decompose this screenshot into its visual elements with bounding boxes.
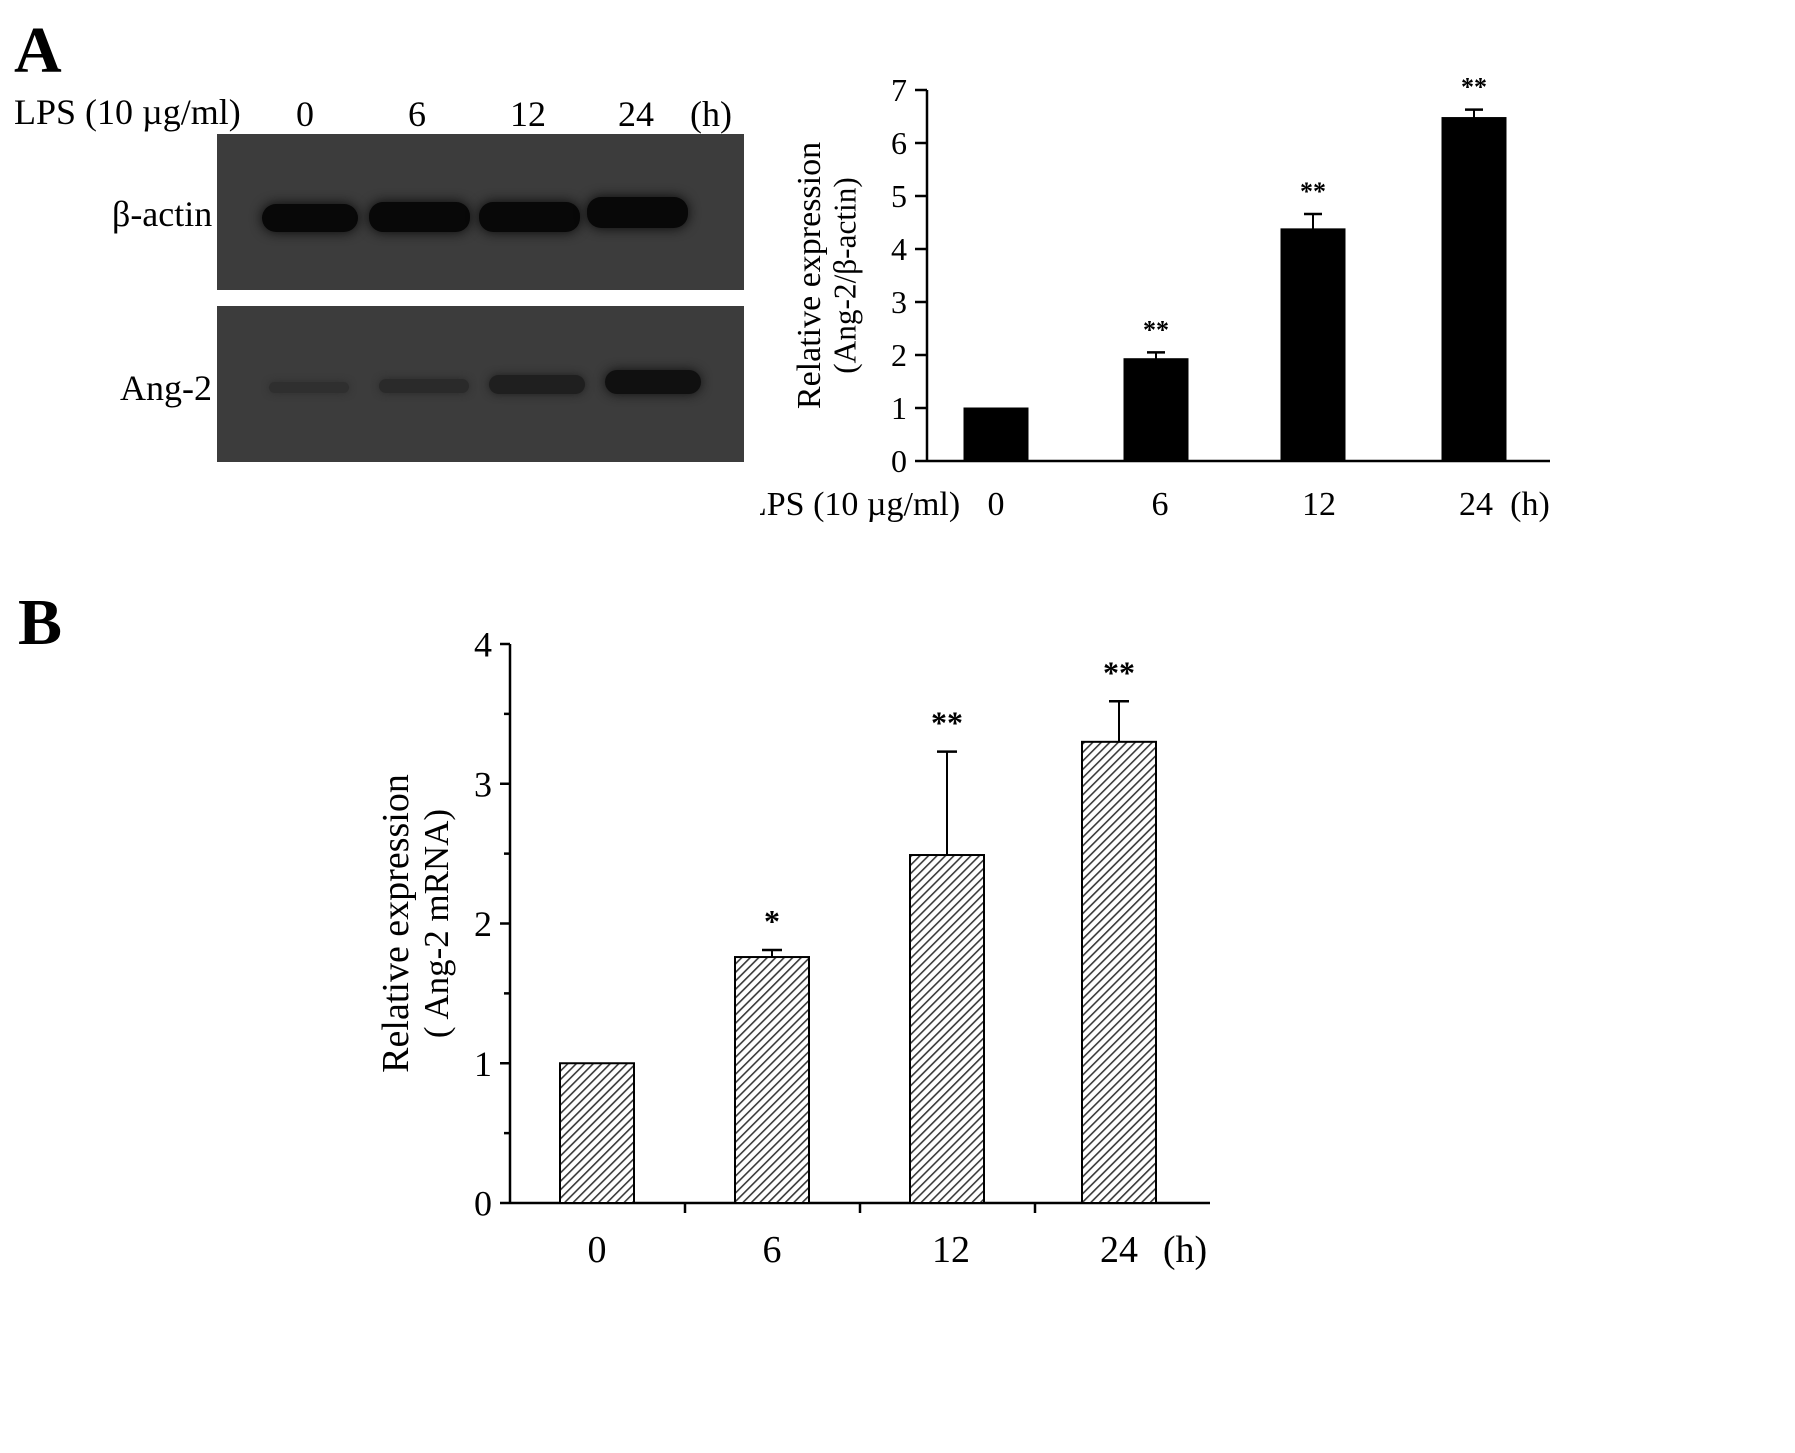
x-tick-label: 6	[763, 1229, 782, 1271]
y-axis-label-group: Relative expression (Ang-2/β-actin)	[791, 142, 863, 409]
y-axis-label: Relative expression	[375, 774, 417, 1073]
blot-time-unit: (h)	[690, 94, 732, 134]
y-tick-label: 2	[891, 337, 907, 373]
blot-band	[605, 370, 701, 394]
x-tick-label: 24	[1100, 1229, 1138, 1271]
x-unit-label: (h)	[1163, 1229, 1207, 1271]
x-tick-label: 0	[988, 486, 1005, 523]
blot-band	[587, 197, 688, 228]
bar	[1280, 228, 1346, 462]
x-tick-label: 24	[1459, 486, 1493, 523]
blot-band	[379, 379, 469, 393]
y-tick-label: 2	[474, 904, 492, 944]
y-tick-label: 4	[474, 625, 492, 665]
y-axis-label: Relative expression	[791, 142, 828, 409]
x-tick-label: 12	[1302, 486, 1336, 523]
blot-treatment-label: LPS (10 µg/ml)	[14, 92, 241, 132]
y-tick-label: 5	[891, 178, 907, 214]
panel-b-letter: B	[18, 586, 63, 659]
significance-marker: **	[1143, 315, 1169, 344]
blot-time-label: 24	[618, 94, 654, 134]
y-tick-label: 3	[474, 764, 492, 804]
bar	[963, 407, 1029, 462]
significance-marker: **	[1103, 654, 1135, 690]
blot-time-label: 0	[296, 94, 314, 134]
blot-time-label: 12	[510, 94, 546, 134]
y-tick-label: 3	[891, 284, 907, 320]
blot-band	[369, 202, 470, 232]
blot-band	[479, 202, 580, 232]
blot-band	[262, 204, 358, 232]
y-axis-label-sub: ( Ang-2 mRNA)	[417, 809, 456, 1038]
blot-row-label-ang-2: Ang-2	[120, 368, 212, 408]
y-axis-label-group: Relative expression( Ang-2 mRNA)	[375, 774, 456, 1073]
x-tick-label: 0	[588, 1229, 607, 1271]
blot-band	[489, 375, 585, 394]
x-axis-label: LPS (10 µg/ml)	[760, 486, 960, 523]
bar	[1081, 740, 1157, 1204]
y-tick-label: 0	[474, 1184, 492, 1224]
bar	[909, 854, 985, 1205]
x-unit-label: (h)	[1510, 486, 1550, 523]
y-tick-label: 1	[891, 390, 907, 426]
blot-row-label-beta-actin: β-actin	[112, 194, 213, 234]
blot-band	[269, 382, 349, 393]
y-tick-label: 1	[474, 1044, 492, 1084]
blot-image-ang-2	[217, 306, 744, 462]
x-tick-label: 12	[932, 1229, 970, 1271]
x-tick-label: 6	[1152, 486, 1169, 523]
y-tick-label: 0	[891, 443, 907, 479]
significance-marker: **	[1300, 177, 1326, 206]
blot-image-beta-actin	[217, 134, 744, 290]
significance-marker: *	[764, 903, 780, 939]
bar	[1441, 117, 1507, 462]
bar	[1123, 358, 1189, 462]
bar	[559, 1062, 635, 1204]
significance-marker: **	[1461, 73, 1487, 102]
y-axis-label-sub: (Ang-2/β-actin)	[828, 177, 863, 373]
y-tick-label: 6	[891, 125, 907, 161]
bar	[734, 956, 810, 1205]
significance-marker: **	[931, 705, 963, 741]
y-tick-label: 7	[891, 72, 907, 108]
panel-a-letter: A	[14, 14, 62, 87]
blot-time-label: 6	[408, 94, 426, 134]
y-tick-label: 4	[891, 231, 907, 267]
